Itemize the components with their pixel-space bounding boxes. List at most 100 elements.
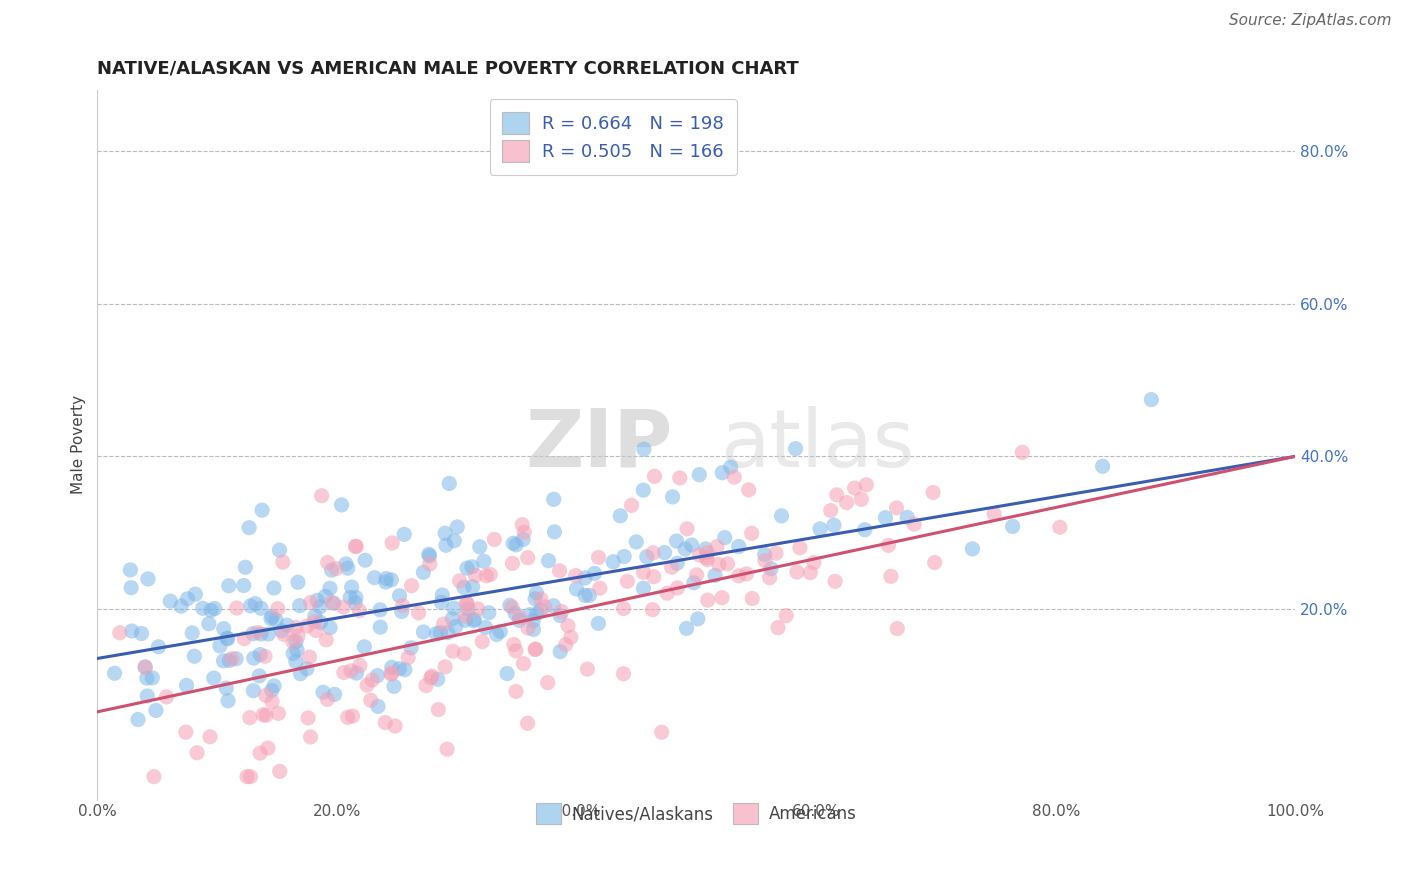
Point	[363, 571, 385, 585]
Point	[361, 673, 384, 687]
Point	[661, 560, 683, 574]
Point	[463, 614, 485, 628]
Point	[197, 616, 219, 631]
Point	[1011, 445, 1033, 459]
Point	[620, 498, 643, 512]
Point	[148, 640, 170, 654]
Point	[1091, 459, 1114, 474]
Point	[384, 719, 406, 733]
Point	[688, 548, 710, 562]
Point	[121, 624, 143, 638]
Point	[508, 614, 530, 628]
Point	[367, 699, 389, 714]
Point	[633, 566, 655, 580]
Point	[299, 596, 322, 610]
Point	[287, 629, 309, 643]
Point	[501, 557, 523, 571]
Point	[454, 613, 477, 627]
Point	[484, 533, 506, 547]
Point	[212, 654, 235, 668]
Point	[242, 651, 264, 665]
Point	[391, 599, 413, 613]
Point	[526, 607, 548, 621]
Point	[419, 557, 441, 571]
Point	[281, 634, 304, 648]
Point	[381, 536, 404, 550]
Point	[855, 478, 877, 492]
Point	[474, 620, 496, 634]
Point	[323, 688, 346, 702]
Point	[666, 556, 689, 570]
Point	[651, 725, 673, 739]
Point	[675, 621, 697, 635]
Point	[723, 470, 745, 484]
Point	[903, 517, 925, 532]
Point	[683, 575, 706, 590]
Point	[415, 679, 437, 693]
Point	[758, 571, 780, 585]
Text: ZIP: ZIP	[526, 406, 672, 483]
Point	[319, 582, 342, 596]
Point	[108, 625, 131, 640]
Point	[454, 609, 477, 624]
Point	[257, 741, 280, 756]
Point	[439, 476, 461, 491]
Point	[471, 634, 494, 648]
Point	[254, 708, 277, 723]
Point	[441, 612, 464, 626]
Point	[263, 581, 285, 595]
Point	[522, 623, 544, 637]
Point	[285, 634, 308, 648]
Point	[382, 679, 405, 693]
Point	[429, 625, 451, 640]
Point	[548, 564, 571, 578]
Point	[519, 607, 541, 622]
Point	[707, 558, 730, 572]
Point	[270, 624, 292, 638]
Point	[418, 547, 440, 561]
Point	[269, 764, 291, 779]
Point	[516, 550, 538, 565]
Point	[820, 503, 842, 517]
Point	[399, 640, 422, 655]
Point	[356, 678, 378, 692]
Point	[537, 554, 560, 568]
Point	[412, 566, 434, 580]
Point	[565, 582, 588, 596]
Point	[218, 579, 240, 593]
Point	[516, 716, 538, 731]
Point	[349, 604, 371, 618]
Point	[321, 563, 343, 577]
Point	[505, 644, 527, 658]
Point	[131, 626, 153, 640]
Point	[316, 692, 339, 706]
Point	[103, 666, 125, 681]
Point	[262, 695, 284, 709]
Point	[321, 595, 343, 609]
Point	[217, 632, 239, 646]
Point	[824, 574, 846, 589]
Point	[524, 591, 547, 606]
Point	[533, 599, 555, 614]
Point	[886, 500, 908, 515]
Point	[284, 655, 307, 669]
Point	[374, 575, 396, 590]
Point	[250, 503, 273, 517]
Point	[155, 690, 177, 704]
Point	[886, 622, 908, 636]
Point	[665, 534, 688, 549]
Point	[412, 624, 434, 639]
Point	[877, 538, 900, 552]
Point	[713, 531, 735, 545]
Point	[643, 469, 665, 483]
Point	[208, 639, 231, 653]
Point	[141, 671, 163, 685]
Point	[307, 593, 329, 607]
Point	[340, 580, 363, 594]
Point	[501, 600, 523, 615]
Point	[309, 615, 332, 630]
Point	[225, 651, 247, 665]
Point	[267, 601, 290, 615]
Point	[513, 525, 536, 540]
Point	[353, 640, 375, 654]
